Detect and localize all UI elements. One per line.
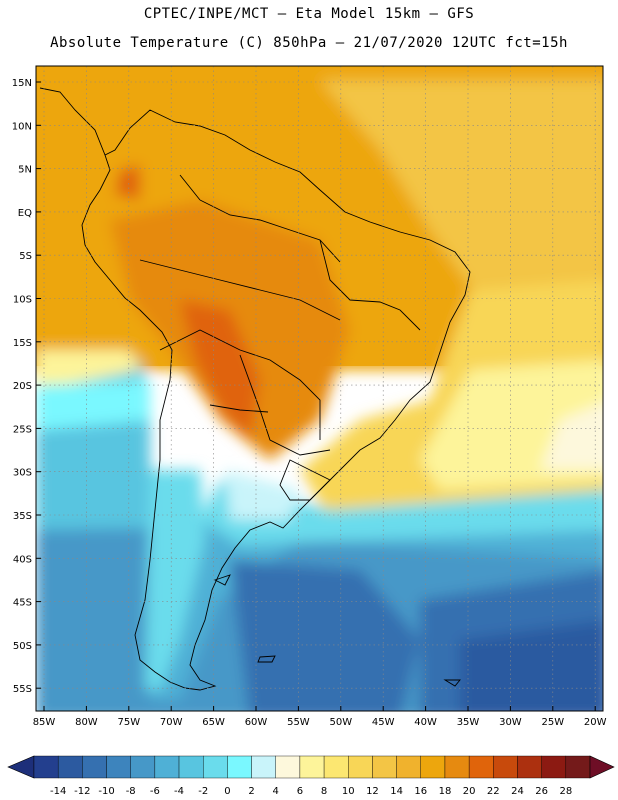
colorbar-swatch [106, 755, 131, 779]
colorbar-swatch [275, 755, 301, 779]
longitude-label: 65W [202, 717, 225, 728]
colorbar-tick-label: 22 [487, 786, 500, 797]
longitude-label: 35W [457, 717, 480, 728]
colorbar-tick-label: 10 [342, 786, 355, 797]
colorbar-swatch [493, 755, 518, 779]
colorbar-tick-label: 18 [439, 786, 452, 797]
colorbar-swatch [517, 755, 542, 779]
colorbar-tick-label: 24 [511, 786, 524, 797]
longitude-label: 80W [75, 717, 98, 728]
colorbar-swatch [323, 755, 349, 779]
longitude-label: 70W [160, 717, 183, 728]
colorbar-swatch [57, 755, 83, 779]
title-line-1: CPTEC/INPE/MCT – Eta Model 15km – GFS [143, 6, 475, 22]
colorbar-swatch [396, 755, 421, 779]
colorbar-tick-label: -14 [50, 786, 66, 797]
colorbar-under-arrow [7, 755, 35, 779]
longitude-label: 55W [287, 717, 310, 728]
temperature-field [36, 66, 603, 711]
longitude-label: 60W [245, 717, 268, 728]
colorbar-swatch [468, 755, 494, 779]
colorbar-swatch [130, 755, 156, 779]
latitude-label: 25S [13, 424, 32, 435]
colorbar-boxes [7, 755, 615, 779]
colorbar-tick-label: -12 [74, 786, 90, 797]
longitude-label: 85W [33, 717, 56, 728]
temperature-map: 15N 10N 5N EQ 5S 10S 15S 20S 25S 30S 35S 40S 45S 50S 5… [12, 65, 607, 728]
latitude-label: 30S [13, 468, 32, 479]
colorbar-tick-label: -4 [174, 786, 184, 797]
latitude-label: EQ [18, 208, 32, 219]
colorbar-tick-label: 16 [414, 786, 427, 797]
latitude-label: 35S [13, 511, 32, 522]
colorbar-swatch [299, 755, 325, 779]
colorbar-swatch [154, 755, 180, 779]
longitude-label: 25W [541, 717, 564, 728]
colorbar-tick-label: 20 [463, 786, 476, 797]
longitude-label: 75W [117, 717, 140, 728]
latitude-label: 15S [13, 338, 32, 349]
title-line-2: Absolute Temperature (C) 850hPa – 21/07/… [50, 35, 568, 51]
colorbar-tick-label: 4 [273, 786, 279, 797]
latitude-label: 50S [13, 641, 32, 652]
longitude-label: 50W [329, 717, 352, 728]
colorbar-tick-label: 28 [559, 786, 572, 797]
colorbar-swatch [178, 755, 204, 779]
map-frame [35, 65, 604, 712]
colorbar: -14 -12 -10 -8 -6 -4 -2 0 2 4 6 8 10 12 14 16 18 20 22 24 26… [7, 755, 615, 797]
colorbar-swatch [372, 755, 397, 779]
longitude-label: 45W [372, 717, 395, 728]
colorbar-tick-label: -2 [198, 786, 208, 797]
colorbar-swatch [251, 755, 276, 779]
colorbar-swatch [203, 755, 228, 779]
colorbar-tick-label: 12 [366, 786, 379, 797]
latitude-label: 20S [13, 381, 32, 392]
colorbar-tick-label: 0 [224, 786, 230, 797]
latitude-label: 15N [12, 78, 32, 89]
coastlines [39, 87, 471, 691]
latitude-label: 45S [13, 598, 32, 609]
colorbar-tick-label: 26 [535, 786, 548, 797]
latitude-label: 5S [19, 251, 32, 262]
colorbar-tick-label: 2 [248, 786, 254, 797]
latitude-label: 5N [18, 165, 32, 176]
graticule [36, 66, 603, 711]
longitude-label: 40W [414, 717, 437, 728]
colorbar-tick-label: -6 [150, 786, 160, 797]
latitude-label: 10N [12, 121, 32, 132]
colorbar-tick-label: 8 [321, 786, 327, 797]
colorbar-tick-labels: -14 -12 -10 -8 -6 -4 -2 0 2 4 6 8 10 12 14 16 18 20 22 24 26… [50, 786, 572, 797]
colorbar-swatch [541, 755, 567, 779]
colorbar-tick-label: 6 [297, 786, 303, 797]
colorbar-swatch [33, 755, 59, 779]
colorbar-swatch [82, 755, 107, 779]
colorbar-over-arrow [589, 755, 615, 779]
longitude-labels: 85W 80W 75W 70W 65W 60W 55W 50W 45W 40W 35W 30W 25W 2… [33, 717, 607, 728]
latitude-label: 40S [13, 554, 32, 565]
longitude-label: 20W [584, 717, 607, 728]
colorbar-tick-label: -10 [98, 786, 114, 797]
longitude-label: 30W [499, 717, 522, 728]
latitude-label: 10S [13, 295, 32, 306]
latitude-labels: 15N 10N 5N EQ 5S 10S 15S 20S 25S 30S 35S 40S 45S 50S 5… [12, 78, 32, 695]
colorbar-swatch [565, 755, 591, 779]
colorbar-tick-label: 14 [390, 786, 403, 797]
colorbar-swatch [420, 755, 446, 779]
latitude-label: 55S [13, 684, 32, 695]
colorbar-tick-label: -8 [126, 786, 136, 797]
colorbar-swatch [227, 755, 252, 779]
colorbar-swatch [348, 755, 373, 779]
colorbar-swatch [444, 755, 470, 779]
